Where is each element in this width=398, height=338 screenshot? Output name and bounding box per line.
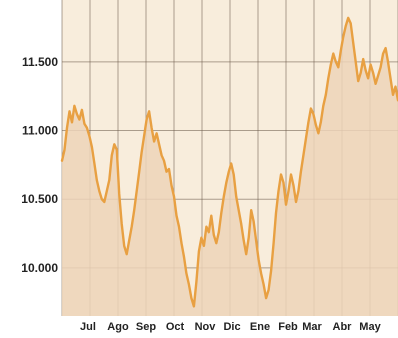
x-tick-label: Oct [166,321,185,333]
y-tick-label: 10.000 [21,261,58,275]
y-tick-label: 11.500 [22,55,58,69]
x-tick-label: Ago [107,321,129,333]
x-tick-label: Sep [136,321,156,333]
x-tick-label: Nov [195,321,217,333]
x-tick-label: May [359,321,381,333]
y-tick-label: 11.000 [22,124,58,138]
x-tick-label: Ene [250,321,270,333]
series-line [60,16,398,308]
x-tick-label: Mar [302,321,322,333]
x-axis: Jul Ago Sep Oct Nov Dic Ene Feb Mar Abr May [80,321,382,333]
x-tick-label: Feb [278,321,298,333]
x-tick-label: Jul [80,321,96,333]
x-tick-label: Dic [223,321,240,333]
y-axis: 10.000 10.500 11.000 11.500 [21,55,58,275]
series-area [62,17,398,317]
x-tick-label: Abr [333,321,353,333]
y-tick-label: 10.500 [21,192,58,206]
